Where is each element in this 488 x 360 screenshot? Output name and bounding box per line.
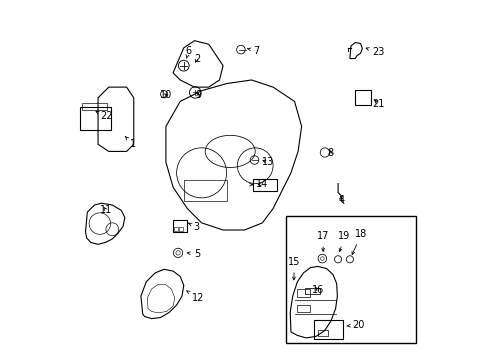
Bar bbox=[82, 103, 107, 111]
Text: 9: 9 bbox=[195, 90, 201, 100]
Text: 1: 1 bbox=[125, 136, 136, 149]
Text: 18: 18 bbox=[351, 229, 367, 255]
Text: 14: 14 bbox=[255, 179, 267, 189]
Bar bbox=[179, 227, 183, 231]
Bar bbox=[174, 227, 178, 231]
Text: 22: 22 bbox=[96, 111, 112, 121]
Bar bbox=[313, 320, 342, 339]
Text: 13: 13 bbox=[261, 157, 273, 167]
Bar bbox=[317, 330, 327, 337]
Bar bbox=[173, 220, 187, 232]
Bar bbox=[183, 180, 226, 202]
Text: 8: 8 bbox=[327, 148, 333, 158]
Text: 3: 3 bbox=[188, 222, 200, 232]
Bar bbox=[354, 90, 370, 105]
Bar bbox=[297, 289, 309, 297]
Text: 17: 17 bbox=[316, 231, 329, 251]
Text: 4: 4 bbox=[337, 195, 344, 204]
Text: 5: 5 bbox=[187, 249, 200, 259]
Text: 21: 21 bbox=[372, 99, 384, 109]
Text: 2: 2 bbox=[193, 54, 200, 64]
Bar bbox=[297, 305, 309, 312]
Text: 6: 6 bbox=[185, 46, 191, 58]
Bar bbox=[253, 179, 276, 191]
Text: 10: 10 bbox=[159, 90, 171, 100]
Text: 11: 11 bbox=[100, 205, 112, 215]
Text: 15: 15 bbox=[287, 257, 300, 280]
Text: 7: 7 bbox=[247, 46, 259, 56]
Bar bbox=[80, 107, 110, 130]
Text: 23: 23 bbox=[366, 47, 384, 57]
Text: 12: 12 bbox=[186, 291, 203, 303]
Bar bbox=[304, 288, 319, 294]
Text: 20: 20 bbox=[346, 320, 364, 330]
Text: 19: 19 bbox=[338, 231, 350, 252]
Bar bbox=[285, 216, 415, 342]
Text: 16: 16 bbox=[311, 285, 323, 295]
